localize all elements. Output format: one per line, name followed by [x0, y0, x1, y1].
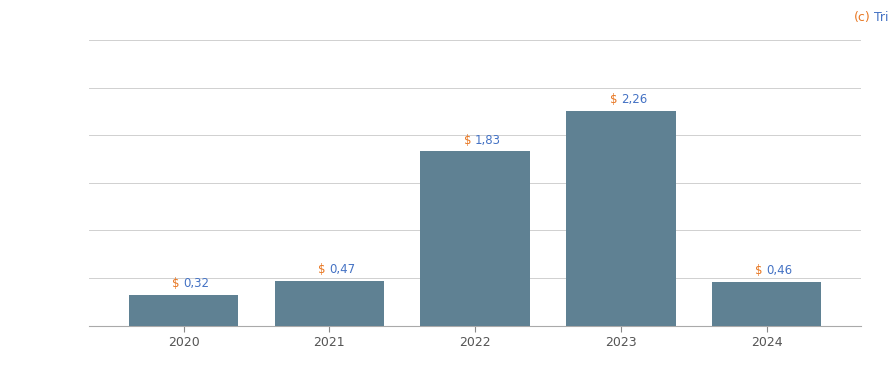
Bar: [712, 282, 821, 326]
Text: $: $: [756, 264, 766, 277]
Bar: [567, 111, 676, 326]
Text: $: $: [464, 134, 475, 147]
Text: $: $: [172, 278, 184, 290]
Bar: [274, 281, 384, 326]
Text: 2,26: 2,26: [621, 93, 647, 106]
Bar: [129, 295, 238, 326]
Bar: [420, 151, 530, 326]
Text: 0,47: 0,47: [329, 263, 355, 276]
Text: $: $: [318, 263, 329, 276]
Text: $: $: [609, 93, 621, 106]
Text: 0,32: 0,32: [184, 278, 210, 290]
Text: (c): (c): [853, 11, 870, 24]
Text: Trivano.com: Trivano.com: [870, 11, 888, 24]
Text: 1,83: 1,83: [475, 134, 501, 147]
Text: 0,46: 0,46: [766, 264, 793, 277]
